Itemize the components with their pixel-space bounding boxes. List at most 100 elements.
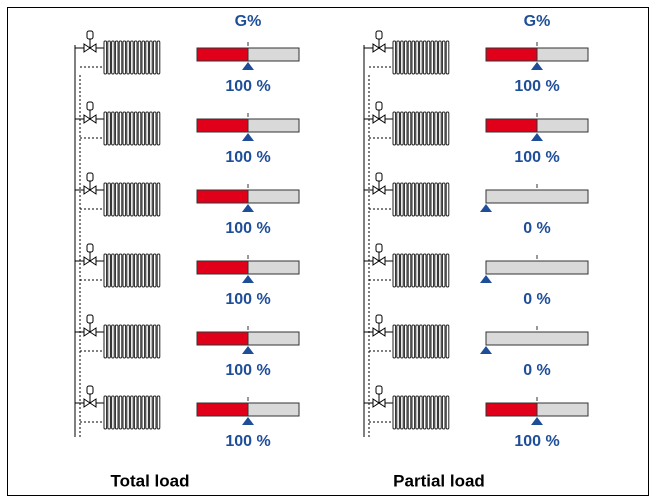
- radiator-fin: [149, 111, 153, 146]
- radiator-fin: [426, 111, 431, 146]
- radiator-fin: [419, 111, 423, 146]
- radiator-fin: [118, 40, 123, 75]
- gauge-marker: [242, 62, 254, 70]
- radiator-fin: [392, 324, 397, 359]
- radiator-fin: [407, 111, 412, 146]
- radiator-fin: [403, 40, 408, 75]
- radiator-fin: [434, 324, 438, 359]
- radiator-fin: [411, 395, 416, 430]
- radiator-fin: [407, 253, 412, 288]
- radiator-fin: [137, 111, 142, 146]
- radiator-fin: [107, 40, 111, 75]
- percent-label: 100 %: [225, 78, 270, 95]
- radiator-fin: [445, 182, 450, 217]
- caption: Partial load: [393, 471, 485, 490]
- radiator-fin: [426, 324, 431, 359]
- radiator-fin: [126, 324, 130, 359]
- gauge-bg: [485, 189, 589, 204]
- percent-label: 0 %: [523, 220, 551, 237]
- radiator-fin: [130, 253, 134, 288]
- radiator-fin: [392, 182, 397, 217]
- radiator-fin: [130, 111, 134, 146]
- radiator-fin: [426, 395, 431, 430]
- radiator-fin: [103, 395, 108, 430]
- radiator-fin: [122, 253, 127, 288]
- radiator-fin: [118, 253, 123, 288]
- radiator-fin: [411, 182, 416, 217]
- radiator-fin: [396, 324, 400, 359]
- radiator-fin: [400, 395, 404, 430]
- radiator-fin: [122, 395, 127, 430]
- gauge-marker: [531, 62, 543, 70]
- radiator-fin: [430, 111, 435, 146]
- radiator-fin: [400, 111, 404, 146]
- radiator-fin: [441, 182, 446, 217]
- gauge-marker: [480, 346, 492, 354]
- radiator-fin: [411, 253, 416, 288]
- radiator-fin: [152, 182, 157, 217]
- radiator-fin: [149, 395, 153, 430]
- radiator-fin: [126, 253, 130, 288]
- gauge-fill: [196, 402, 249, 417]
- radiator-fin: [407, 182, 412, 217]
- radiator-fin: [430, 324, 435, 359]
- radiator-fin: [422, 111, 427, 146]
- percent-label: 0 %: [523, 291, 551, 308]
- radiator-fin: [118, 395, 123, 430]
- radiator-fin: [122, 40, 127, 75]
- radiator-fin: [137, 395, 142, 430]
- valve-actuator: [86, 101, 94, 111]
- radiator-fin: [415, 253, 419, 288]
- radiator-fin: [152, 395, 157, 430]
- percent-label: 100 %: [225, 220, 270, 237]
- valve-actuator: [375, 314, 383, 324]
- radiator-fin: [422, 253, 427, 288]
- radiator-fin: [415, 182, 419, 217]
- radiator-fin: [445, 253, 450, 288]
- radiator-fin: [111, 395, 115, 430]
- radiator-fin: [114, 324, 119, 359]
- header: G%: [235, 13, 262, 30]
- percent-label: 100 %: [225, 362, 270, 379]
- radiator-fin: [149, 40, 153, 75]
- radiator-fin: [426, 253, 431, 288]
- radiator-fin: [156, 324, 161, 359]
- valve-actuator: [86, 385, 94, 395]
- gauge-fill: [196, 331, 249, 346]
- radiator-fin: [411, 111, 416, 146]
- radiator-fin: [445, 111, 450, 146]
- radiator-fin: [141, 324, 146, 359]
- radiator-fin: [107, 324, 111, 359]
- radiator-fin: [149, 182, 153, 217]
- gauge-marker: [531, 417, 543, 425]
- radiator-fin: [111, 324, 115, 359]
- radiator-fin: [403, 324, 408, 359]
- valve-actuator: [375, 101, 383, 111]
- valve-actuator: [86, 30, 94, 40]
- radiator-fin: [114, 253, 119, 288]
- radiator-fin: [400, 324, 404, 359]
- gauge-marker: [242, 204, 254, 212]
- radiator-fin: [441, 40, 446, 75]
- radiator-fin: [396, 253, 400, 288]
- radiator-fin: [118, 111, 123, 146]
- radiator-fin: [419, 324, 423, 359]
- radiator-fin: [137, 40, 142, 75]
- radiator-fin: [145, 40, 149, 75]
- radiator-fin: [392, 395, 397, 430]
- frame: [7, 7, 649, 496]
- radiator-fin: [434, 182, 438, 217]
- radiator-fin: [438, 40, 442, 75]
- radiator-fin: [400, 40, 404, 75]
- radiator-fin: [107, 111, 111, 146]
- radiator-fin: [133, 111, 138, 146]
- radiator-fin: [430, 253, 435, 288]
- radiator-fin: [133, 253, 138, 288]
- gauge-bg: [485, 331, 589, 346]
- caption: Total load: [110, 471, 189, 490]
- radiator-fin: [419, 395, 423, 430]
- radiator-fin: [415, 395, 419, 430]
- radiator-fin: [137, 324, 142, 359]
- valve-actuator: [375, 385, 383, 395]
